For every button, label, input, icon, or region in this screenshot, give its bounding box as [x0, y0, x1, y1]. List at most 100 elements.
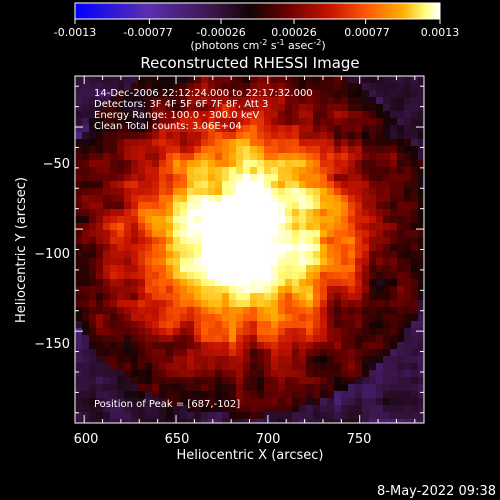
heatmap-cell	[138, 209, 146, 217]
heatmap-cell	[138, 230, 146, 238]
heatmap-cell	[397, 237, 405, 245]
heatmap-cell	[285, 230, 293, 238]
heatmap-cell	[390, 342, 398, 350]
heatmap-cell	[355, 132, 363, 140]
heatmap-cell	[180, 398, 188, 406]
heatmap-cell	[187, 132, 195, 140]
heatmap-cell	[306, 181, 314, 189]
heatmap-cell	[334, 293, 342, 301]
heatmap-cell	[208, 139, 216, 147]
heatmap-cell	[320, 76, 328, 84]
heatmap-cell	[411, 265, 419, 273]
heatmap-cell	[362, 286, 370, 294]
x-tick-label: 600	[74, 432, 99, 447]
heatmap-cell	[334, 216, 342, 224]
heatmap-cell	[327, 237, 335, 245]
heatmap-cell	[215, 412, 223, 420]
heatmap-cell	[418, 90, 424, 98]
heatmap-cell	[173, 370, 181, 378]
heatmap-cell	[215, 251, 223, 259]
heatmap-cell	[313, 237, 321, 245]
heatmap-cell	[383, 111, 391, 119]
heatmap-cell	[194, 272, 202, 280]
heatmap-cell	[418, 258, 424, 266]
heatmap-cell	[271, 398, 279, 406]
heatmap-cell	[187, 188, 195, 196]
heatmap-cell	[222, 97, 230, 105]
heatmap-cell	[411, 237, 419, 245]
heatmap-cell	[229, 328, 237, 336]
heatmap-cell	[89, 181, 97, 189]
heatmap-cell	[313, 146, 321, 154]
info-detectors: Detectors: 3F 4F 5F 6F 7F 8F, Att 3	[94, 99, 268, 110]
heatmap-cell	[124, 223, 132, 231]
heatmap-cell	[89, 160, 97, 168]
heatmap-cell	[334, 384, 342, 392]
heatmap-cell	[173, 314, 181, 322]
heatmap-cell	[376, 223, 384, 231]
heatmap-cell	[75, 370, 83, 378]
heatmap-cell	[362, 174, 370, 182]
heatmap-cell	[103, 174, 111, 182]
heatmap-cell	[208, 356, 216, 364]
heatmap-cell	[124, 181, 132, 189]
heatmap-cell	[166, 146, 174, 154]
heatmap-cell	[390, 216, 398, 224]
heatmap-cell	[418, 300, 424, 308]
heatmap-cell	[411, 118, 419, 126]
heatmap-cell	[124, 391, 132, 399]
heatmap-cell	[124, 321, 132, 329]
heatmap-cell	[271, 419, 279, 423]
heatmap-cell	[271, 216, 279, 224]
heatmap-cell	[152, 244, 160, 252]
heatmap-cell	[271, 146, 279, 154]
heatmap-cell	[369, 377, 377, 385]
heatmap-cell	[355, 153, 363, 161]
heatmap-cell	[292, 370, 300, 378]
heatmap-cell	[334, 412, 342, 420]
heatmap-cell	[355, 237, 363, 245]
heatmap-cell	[201, 90, 209, 98]
heatmap-cell	[264, 244, 272, 252]
heatmap-cell	[208, 132, 216, 140]
heatmap-cell	[75, 188, 83, 196]
heatmap-cell	[75, 139, 83, 147]
heatmap-cell	[320, 97, 328, 105]
heatmap-cell	[278, 111, 286, 119]
heatmap-cell	[404, 398, 412, 406]
heatmap-cell	[89, 146, 97, 154]
heatmap-cell	[313, 202, 321, 210]
heatmap-cell	[159, 195, 167, 203]
heatmap-cell	[194, 132, 202, 140]
heatmap-cell	[138, 391, 146, 399]
heatmap-cell	[313, 314, 321, 322]
heatmap-cell	[96, 419, 104, 423]
heatmap-cell	[243, 181, 251, 189]
heatmap-cell	[138, 160, 146, 168]
heatmap-cell	[131, 307, 139, 315]
heatmap-cell	[215, 314, 223, 322]
heatmap-cell	[264, 405, 272, 413]
heatmap-cell	[299, 391, 307, 399]
heatmap-cell	[222, 230, 230, 238]
heatmap-cell	[103, 307, 111, 315]
heatmap-cell	[229, 188, 237, 196]
heatmap-cell	[292, 244, 300, 252]
heatmap-cell	[397, 216, 405, 224]
heatmap-cell	[159, 125, 167, 133]
heatmap-cell	[250, 174, 258, 182]
heatmap-cell	[320, 244, 328, 252]
heatmap-cell	[313, 251, 321, 259]
heatmap-cell	[418, 146, 424, 154]
heatmap-cell	[355, 363, 363, 371]
heatmap-cell	[334, 377, 342, 385]
heatmap-cell	[173, 342, 181, 350]
heatmap-cell	[404, 272, 412, 280]
info-energy-range: Energy Range: 100.0 - 300.0 keV	[94, 110, 259, 121]
heatmap-cell	[131, 237, 139, 245]
heatmap-cell	[334, 272, 342, 280]
heatmap-cell	[145, 111, 153, 119]
heatmap-cell	[89, 391, 97, 399]
heatmap-cell	[285, 300, 293, 308]
heatmap-cell	[271, 97, 279, 105]
